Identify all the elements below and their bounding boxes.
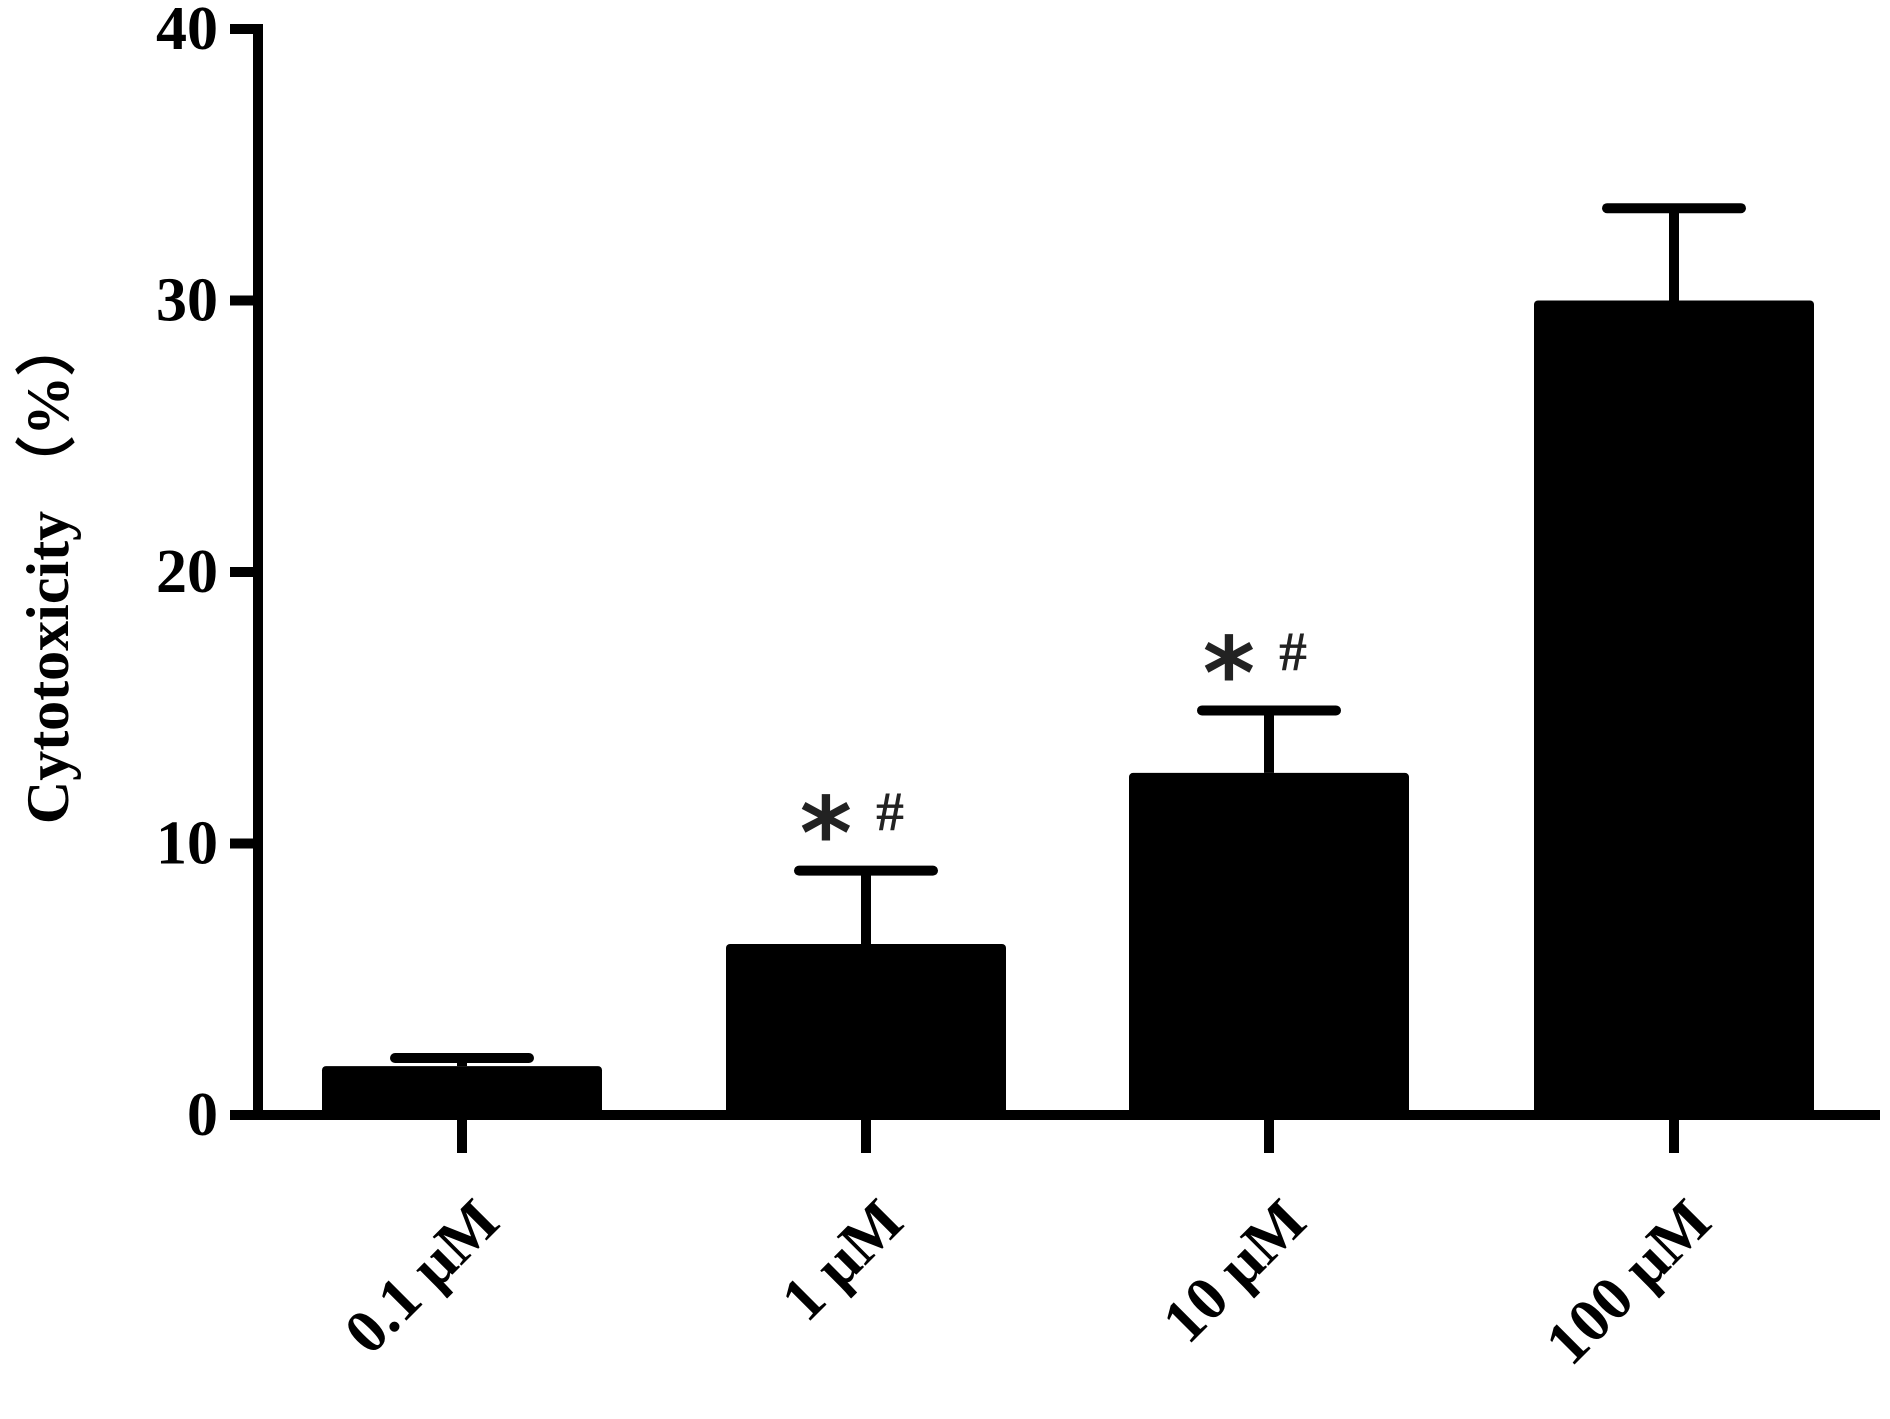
- bar: [1534, 300, 1814, 1115]
- significance-star: *: [1203, 615, 1255, 732]
- bar: [322, 1066, 602, 1115]
- y-tick-label: 40: [156, 0, 218, 63]
- y-axis-title: Cytotoxicity （%）: [14, 316, 81, 824]
- x-tick-label: 0.1 μM: [332, 1187, 512, 1367]
- significance-star: *: [800, 776, 852, 893]
- bar: [726, 943, 1006, 1115]
- y-tick-label: 10: [156, 810, 218, 878]
- x-tick-label: 10 μM: [1150, 1187, 1319, 1356]
- significance-hash: #: [876, 782, 904, 844]
- x-tick-label: 100 μM: [1533, 1187, 1724, 1378]
- y-tick-label: 20: [156, 538, 218, 606]
- y-tick-label: 0: [187, 1081, 218, 1149]
- significance-hash: #: [1279, 621, 1307, 683]
- y-tick-label: 30: [156, 267, 218, 335]
- bar: [1129, 772, 1409, 1115]
- x-tick-label: 1 μM: [769, 1187, 916, 1334]
